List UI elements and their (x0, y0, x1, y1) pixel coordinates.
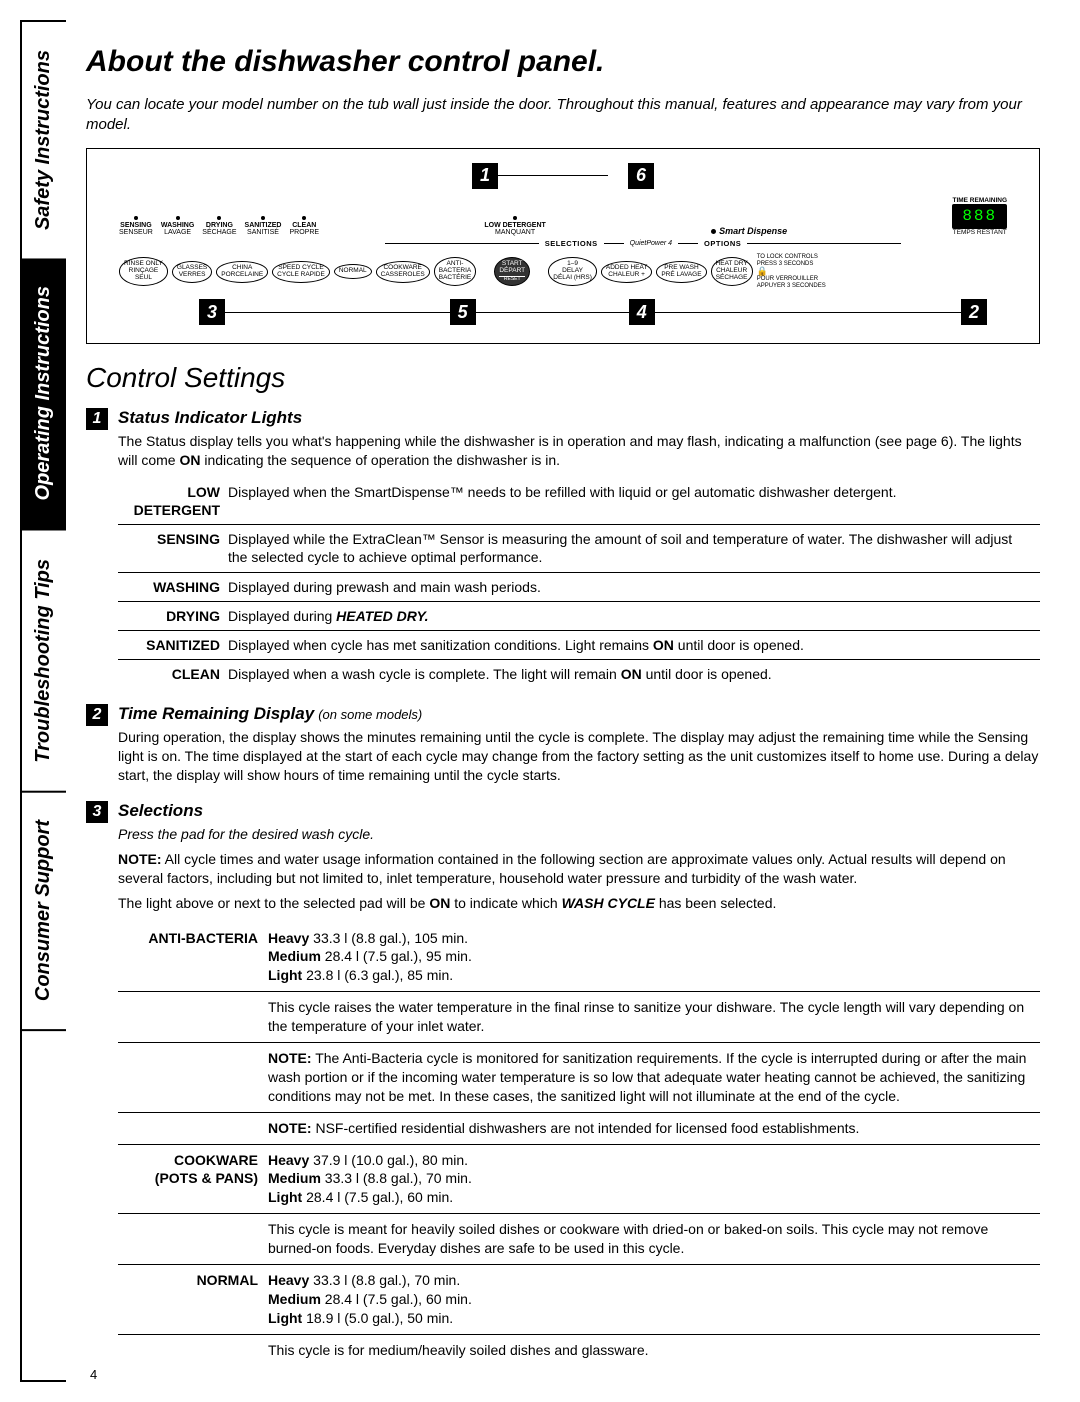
callout-1: 1 (472, 163, 498, 189)
ind-drying: DRYINGSÉCHAGE (202, 216, 236, 237)
row-cookware-values: COOKWARE(POTS & PANS) Heavy 37.9 l (10.0… (118, 1144, 1040, 1214)
section-num-1: 1 (86, 408, 108, 430)
options-label: OPTIONS (704, 239, 741, 248)
btn-added-heat: ADDED HEATCHALEUR + (601, 261, 652, 283)
btn-rinse-only: RINSE ONLYRINÇAGESEUL (119, 257, 168, 285)
section-title-3: Selections (118, 801, 203, 821)
ind-low-detergent: LOW DETERGENTMANQUANT (484, 216, 545, 237)
btn-start: STARTDÉPARTRESET (494, 257, 530, 286)
tab-troubleshooting[interactable]: Troubleshooting Tips (22, 531, 66, 793)
tab-consumer[interactable]: Consumer Support (22, 792, 66, 1031)
section-time-remaining: 2 Time Remaining Display(on some models)… (86, 704, 1040, 785)
section-selections: 3 Selections Press the pad for the desir… (86, 801, 1040, 1366)
section-title-2: Time Remaining Display(on some models) (118, 704, 422, 724)
row-washing: WASHING Displayed during prewash and mai… (118, 572, 1040, 601)
selections-label: SELECTIONS (545, 239, 598, 248)
btn-anti-bacteria: ANTI-BACTERIABACTÉRIE (434, 257, 477, 285)
btn-cookware: COOKWARECASSEROLES (376, 261, 430, 283)
section-num-2: 2 (86, 704, 108, 726)
callout-3: 3 (199, 299, 225, 325)
row-anti-bacteria-note2: NOTE: NSF-certified residential dishwash… (118, 1112, 1040, 1144)
row-sensing: SENSING Displayed while the ExtraClean™ … (118, 525, 1040, 572)
btn-speed-cycle: SPEED CYCLECYCLE RAPIDE (272, 261, 330, 283)
row-normal-values: NORMAL Heavy 33.3 l (8.8 gal.), 70 min. … (118, 1264, 1040, 1334)
callout-2: 2 (961, 299, 987, 325)
time-remaining-display: TIME REMAINING 888 TEMPS RESTANT (952, 197, 1007, 237)
callout-5: 5 (450, 299, 476, 325)
btn-glasses: GLASSESVERRES (172, 261, 212, 283)
lock-icon: 🔒 (757, 266, 768, 276)
row-cookware-desc: This cycle is meant for heavily soiled d… (118, 1214, 1040, 1265)
btn-china: CHINAPORCELAINE (216, 261, 268, 283)
side-nav-tabs: Safety Instructions Operating Instructio… (20, 20, 66, 1382)
row-clean: CLEAN Displayed when a wash cycle is com… (118, 660, 1040, 689)
quietpower-label: QuietPower 4 (630, 240, 672, 247)
tab-operating[interactable]: Operating Instructions (22, 258, 66, 530)
row-normal-desc: This cycle is for medium/heavily soiled … (118, 1334, 1040, 1365)
ind-washing: WASHINGLAVAGE (161, 216, 194, 237)
ind-sanitized: SANITIZEDSANITISÉ (245, 216, 282, 237)
btn-pre-wash: PRE WASHPRÉ LAVAGE (656, 261, 706, 283)
ind-clean: CLEANPROPRE (289, 216, 319, 237)
callout-6: 6 (628, 163, 654, 189)
page-title: About the dishwasher control panel. (86, 45, 1040, 79)
ind-sensing: SENSINGSENSEUR (119, 216, 153, 237)
row-anti-bacteria-desc: This cycle raises the water temperature … (118, 992, 1040, 1043)
row-sanitized: SANITIZED Displayed when cycle has met s… (118, 630, 1040, 659)
row-low-detergent: LOWDETERGENT Displayed when the SmartDis… (118, 478, 1040, 525)
control-panel-diagram: 1 6 SENSINGSENSEUR WASHINGLAVAGE DRYINGS… (86, 148, 1040, 345)
btn-delay: 1–9DELAYDÉLAI (HRS) (548, 257, 597, 285)
lock-note: TO LOCK CONTROLSPRESS 3 SECONDS 🔒 POUR V… (757, 254, 826, 289)
callout-4: 4 (629, 299, 655, 325)
main-content: About the dishwasher control panel. You … (86, 20, 1040, 1382)
status-table: LOWDETERGENT Displayed when the SmartDis… (118, 478, 1040, 689)
btn-heat-dry: HEAT DRYCHALEURSÉCHAGE (711, 257, 753, 285)
row-anti-bacteria-note1: NOTE: The Anti-Bacteria cycle is monitor… (118, 1042, 1040, 1112)
ind-smart-dispense: Smart Dispense (711, 226, 787, 236)
section-num-3: 3 (86, 801, 108, 823)
selections-table: ANTI-BACTERIA Heavy 33.3 l (8.8 gal.), 1… (118, 923, 1040, 1366)
page-number: 4 (90, 1367, 97, 1382)
btn-normal: NORMAL (334, 264, 372, 279)
control-settings-heading: Control Settings (86, 362, 1040, 394)
intro-text: You can locate your model number on the … (86, 95, 1040, 136)
row-anti-bacteria-values: ANTI-BACTERIA Heavy 33.3 l (8.8 gal.), 1… (118, 923, 1040, 992)
section-status-lights: 1 Status Indicator Lights The Status dis… (86, 408, 1040, 688)
section-title-1: Status Indicator Lights (118, 408, 302, 428)
row-drying: DRYING Displayed during HEATED DRY. (118, 601, 1040, 630)
tab-safety[interactable]: Safety Instructions (22, 22, 66, 258)
